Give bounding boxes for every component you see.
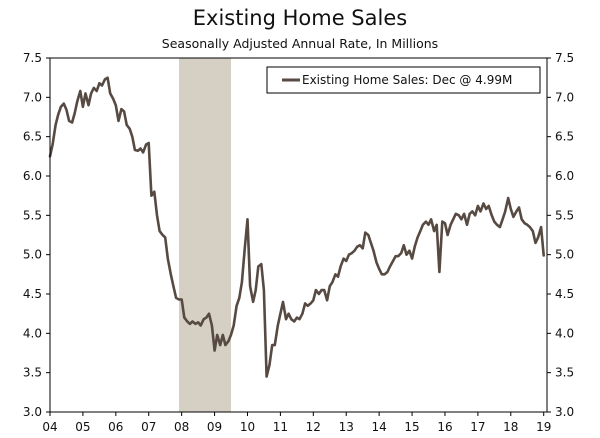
- recession-shading-layer: [179, 58, 232, 412]
- y-tick-label-right: 6.5: [555, 130, 574, 144]
- x-tick-label: 05: [75, 420, 90, 434]
- x-tick-label: 06: [108, 420, 123, 434]
- y-tick-label-right: 4.0: [555, 326, 574, 340]
- series-layer: [48, 76, 545, 378]
- y-tick-label-right: 7.0: [555, 90, 574, 104]
- x-tick-label: 08: [174, 420, 189, 434]
- x-tick-label: 07: [141, 420, 156, 434]
- x-tick-label: 15: [404, 420, 419, 434]
- x-tick-label: 18: [503, 420, 518, 434]
- y-tick-label-left: 4.0: [23, 326, 42, 340]
- y-tick-label-right: 3.5: [555, 366, 574, 380]
- y-tick-label-left: 6.5: [23, 130, 42, 144]
- x-tick-label: 09: [207, 420, 222, 434]
- y-tick-label-right: 4.5: [555, 287, 574, 301]
- x-tick-label: 19: [536, 420, 551, 434]
- y-tick-label-left: 7.5: [23, 51, 42, 65]
- legend-label: Existing Home Sales: Dec @ 4.99M: [302, 73, 512, 87]
- x-tick-label: 13: [339, 420, 354, 434]
- y-tick-label-left: 4.5: [23, 287, 42, 301]
- legend: Existing Home Sales: Dec @ 4.99M: [266, 66, 541, 94]
- x-tick-label: 14: [371, 420, 386, 434]
- y-tick-label-left: 5.5: [23, 208, 42, 222]
- chart-title: Existing Home Sales: [192, 6, 408, 30]
- y-tick-label-right: 3.0: [555, 405, 574, 419]
- y-tick-label-left: 3.5: [23, 366, 42, 380]
- y-tick-label-right: 6.0: [555, 169, 574, 183]
- y-tick-label-left: 6.0: [23, 169, 42, 183]
- series-line: [48, 76, 545, 378]
- x-tick-label: 17: [470, 420, 485, 434]
- y-tick-label-left: 3.0: [23, 405, 42, 419]
- x-tick-label: 04: [42, 420, 57, 434]
- chart-subtitle: Seasonally Adjusted Annual Rate, In Mill…: [161, 36, 439, 51]
- y-tick-label-right: 7.5: [555, 51, 574, 65]
- y-tick-label-left: 7.0: [23, 90, 42, 104]
- plot-frame: [49, 57, 548, 413]
- x-tick-label: 10: [240, 420, 255, 434]
- axis-ticks-layer: 3.0 3.0 3.5 3.5 4.0 4.0 4.5 4.5 5.0 5.0 5.5 5.5 6.0 6…: [23, 51, 574, 434]
- y-tick-label-left: 5.0: [23, 248, 42, 262]
- x-tick-label: 12: [306, 420, 321, 434]
- y-tick-label-right: 5.0: [555, 248, 574, 262]
- recession-band: [179, 58, 232, 412]
- y-tick-label-right: 5.5: [555, 208, 574, 222]
- x-tick-label: 11: [273, 420, 288, 434]
- legend-box: [266, 66, 541, 94]
- x-tick-label: 16: [437, 420, 452, 434]
